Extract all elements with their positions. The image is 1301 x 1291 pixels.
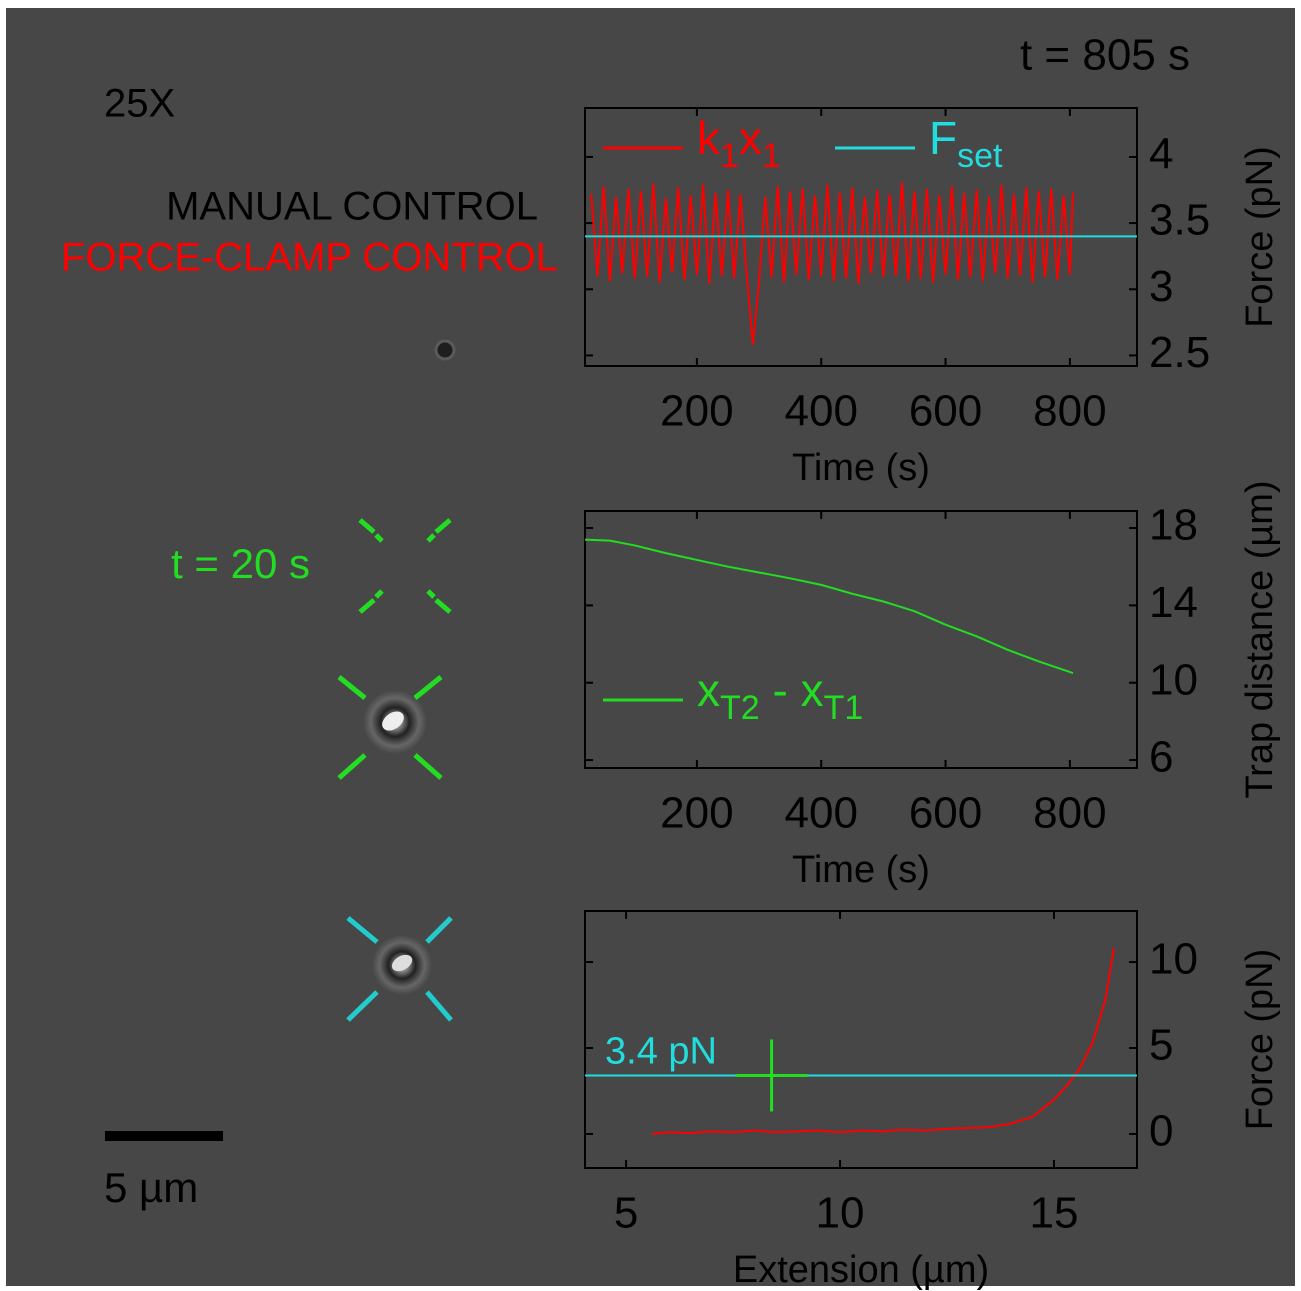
bead-core [391,954,413,972]
y-tick-label: 5 [1149,1021,1173,1070]
legend-subscript: 1 [720,137,739,175]
debris [434,339,456,361]
scale-bar [105,1131,223,1141]
magnification: 25X [104,82,175,126]
x-tick-label: 5 [614,1189,638,1238]
legend-text: x [739,112,762,164]
scale-label: 5 µm [104,1164,198,1211]
legend-subscript: 1 [762,137,781,175]
x-tick-label: 10 [816,1189,865,1238]
trap-crosshair [337,675,443,780]
legend-label: xT2 - xT1 [697,664,863,727]
y-tick-label: 3 [1149,262,1173,311]
time-marker: t = 20 s [171,540,310,587]
y-axis-label: Force (pN) [1239,146,1281,328]
y-tick-label: 3.5 [1149,196,1210,245]
x-tick-label: 600 [909,789,982,838]
y-tick-label: 2.5 [1149,328,1210,377]
elapsed-time: t = 805 s [1020,31,1190,80]
x-tick-label: 800 [1033,789,1106,838]
mode-label: FORCE-CLAMP CONTROL [61,236,558,280]
legend-text: k [697,112,721,164]
legend-subscript: T2 [720,689,760,727]
plot-frame [584,510,1138,769]
legend-text: F [929,112,957,164]
legend-text: - x [760,664,824,716]
x-tick-label: 200 [660,789,733,838]
x-tick-label: 600 [909,387,982,436]
legend-subscript: T1 [824,689,864,727]
x-axis-label: Time (s) [792,447,930,489]
y-tick-label: 10 [1149,935,1198,984]
x-axis-label: Time (s) [792,849,930,891]
y-axis-label: Trap distance (µm) [1239,480,1281,798]
x-tick-label: 15 [1030,1189,1079,1238]
legend-text: x [697,664,720,716]
y-axis-label: Force (pN) [1239,949,1281,1131]
x-tick-label: 800 [1033,387,1106,436]
plot-frame [584,910,1138,1169]
y-tick-label: 6 [1149,733,1173,782]
y-tick-label: 4 [1149,130,1173,179]
bead-core [382,711,404,731]
y-tick-label: 10 [1149,655,1198,704]
set-point-label: 3.4 pN [605,1031,717,1073]
data-line [651,948,1115,1135]
data-line [590,182,1074,345]
trap-crosshair [346,916,453,1022]
legend-label: Fset [929,112,1003,175]
legend-label: k1x1 [697,112,781,175]
data-line [584,538,1074,674]
y-tick-label: 18 [1149,501,1198,550]
legend-subscript: set [957,137,1003,175]
mode-label: MANUAL CONTROL [166,185,538,229]
y-tick-label: 0 [1149,1107,1173,1156]
x-axis-label: Extension (µm) [733,1249,989,1291]
x-tick-label: 200 [660,387,733,436]
x-tick-label: 400 [785,789,858,838]
y-tick-label: 14 [1149,578,1198,627]
target-crosshair [358,518,452,614]
x-tick-label: 400 [785,387,858,436]
